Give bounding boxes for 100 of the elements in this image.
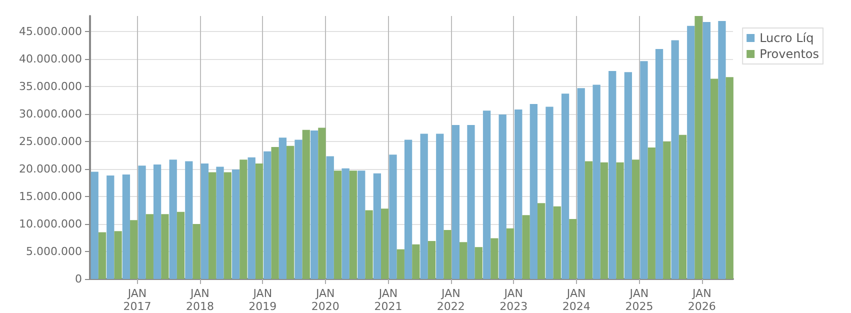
- x-tick-label: JAN 2018: [186, 287, 214, 313]
- y-tick-label: 30.000.000: [19, 107, 82, 120]
- bar: [396, 249, 404, 279]
- bar: [428, 241, 436, 279]
- bar: [373, 173, 382, 279]
- bar: [546, 106, 554, 279]
- bar: [530, 104, 538, 279]
- bar: [553, 206, 561, 279]
- x-tick-label: JAN 2021: [374, 287, 402, 313]
- bar: [294, 140, 302, 279]
- bar: [624, 72, 632, 279]
- bar: [538, 203, 546, 279]
- bar: [514, 110, 522, 279]
- y-tick-label: 5.000.000: [26, 244, 82, 258]
- bar: [216, 166, 224, 279]
- y-tick-label: 45.000.000: [19, 24, 82, 38]
- y-tick-label: 40.000.000: [19, 52, 82, 66]
- y-tick-label: 0: [75, 272, 82, 286]
- bar: [161, 214, 169, 279]
- bar: [632, 160, 640, 279]
- legend-label: Lucro Líq: [760, 31, 814, 45]
- bar: [98, 232, 106, 279]
- bar: [460, 242, 468, 279]
- bar: [404, 140, 412, 279]
- bar: [208, 172, 216, 279]
- bar: [192, 224, 200, 279]
- bar: [153, 164, 162, 279]
- bar: [255, 163, 264, 279]
- y-tick-label: 15.000.000: [19, 190, 82, 203]
- bar: [365, 210, 373, 279]
- bar: [671, 40, 679, 279]
- bar: [318, 128, 326, 279]
- x-tick-label: JAN 2025: [625, 287, 654, 313]
- bar: [176, 212, 185, 279]
- bar: [640, 61, 648, 279]
- bar: [506, 228, 514, 279]
- x-tick-label: JAN 2017: [123, 287, 152, 313]
- bar: [592, 84, 600, 279]
- bar: [420, 134, 428, 279]
- bar: [264, 151, 272, 279]
- bar: [114, 231, 122, 279]
- bar: [326, 156, 334, 279]
- bar: [608, 71, 616, 279]
- bar: [577, 88, 585, 279]
- bar: [482, 110, 491, 279]
- legend-label: Proventos: [760, 47, 820, 61]
- bar: [278, 138, 287, 279]
- bar: [498, 114, 506, 279]
- bar: [600, 162, 608, 279]
- bar: [200, 163, 209, 279]
- y-tick-label: 10.000.000: [19, 217, 82, 230]
- bar: [710, 78, 718, 279]
- bar: [146, 214, 154, 279]
- bar: [444, 230, 452, 279]
- bar: [130, 220, 138, 279]
- bar: [342, 168, 350, 279]
- x-tick-label: JAN 2026: [688, 287, 716, 313]
- bar: [561, 94, 570, 279]
- bar: [490, 238, 498, 279]
- bar: [248, 157, 256, 279]
- bar: [334, 170, 342, 279]
- bar: [616, 162, 624, 279]
- bar: [436, 134, 444, 279]
- bar: [381, 208, 389, 279]
- bar: [522, 215, 530, 279]
- bar: [106, 176, 114, 279]
- y-tick-label: 25.000.000: [19, 134, 82, 148]
- bar: [224, 172, 232, 279]
- bar: [358, 170, 366, 279]
- bar: [702, 22, 710, 279]
- bar: [678, 134, 687, 279]
- bar: [90, 172, 98, 279]
- bar: [694, 16, 702, 279]
- bar: [310, 130, 318, 279]
- bar: [389, 154, 397, 279]
- bar: [655, 49, 664, 279]
- x-tick-label: JAN 2024: [562, 287, 590, 313]
- bar: [169, 160, 177, 279]
- x-tick-label: JAN 2023: [500, 287, 528, 313]
- bar: [569, 219, 577, 279]
- y-tick-label: 35.000.000: [19, 80, 82, 93]
- bar: [240, 160, 248, 279]
- bar: [648, 148, 656, 279]
- bar: [185, 161, 193, 279]
- bar: [687, 26, 695, 279]
- bar: [584, 161, 593, 279]
- bar: [286, 146, 294, 279]
- x-tick-label: JAN 2022: [436, 287, 465, 313]
- bar: [726, 77, 734, 279]
- bar: [663, 141, 671, 279]
- bar: [138, 166, 146, 279]
- bar: [452, 124, 460, 279]
- bar: [302, 130, 310, 279]
- bar: [718, 20, 726, 279]
- x-tick-label: JAN 2020: [311, 287, 340, 313]
- y-tick-label: 20.000.000: [19, 162, 82, 176]
- bar: [271, 146, 279, 279]
- bar: [122, 174, 130, 279]
- bar: [232, 170, 240, 279]
- bar: [349, 170, 358, 279]
